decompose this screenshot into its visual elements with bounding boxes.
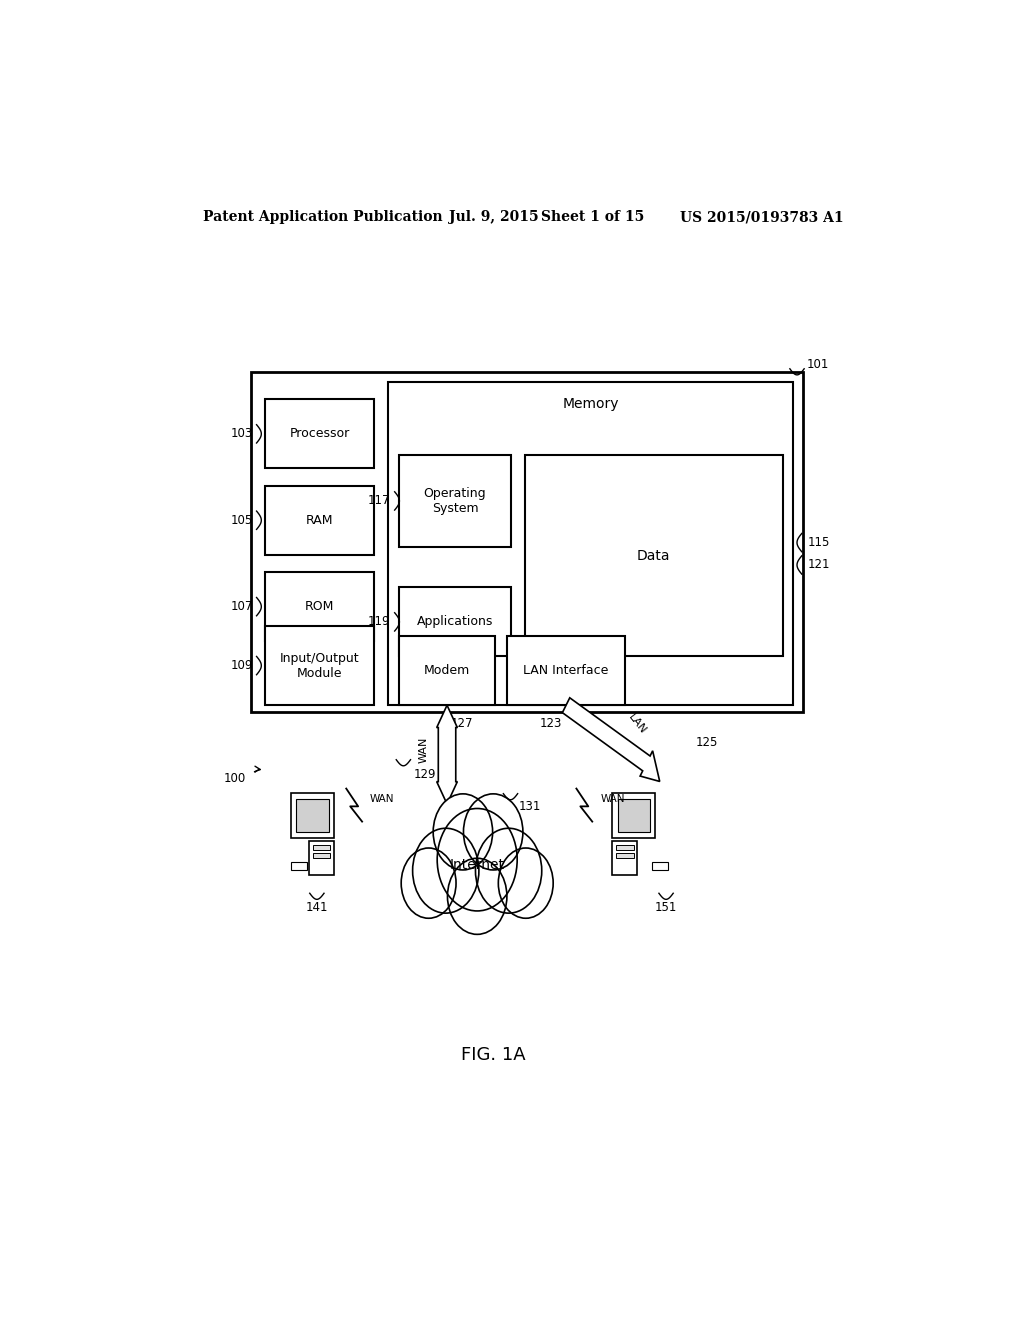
Text: Jul. 9, 2015: Jul. 9, 2015 [450,210,539,224]
Bar [312,845,331,850]
Circle shape [433,793,493,870]
Text: US 2015/0193783 A1: US 2015/0193783 A1 [680,210,843,224]
Text: 121: 121 [808,558,830,572]
Bar [291,792,334,838]
Text: WAN: WAN [418,737,428,763]
Circle shape [401,847,456,919]
Text: 117: 117 [368,495,390,507]
Text: Applications: Applications [417,615,494,628]
Bar [296,800,329,832]
Text: Internet: Internet [450,858,505,871]
Bar [265,626,374,705]
Text: Operating
System: Operating System [424,487,486,515]
Text: 107: 107 [230,601,253,612]
Bar [291,862,307,870]
Circle shape [499,847,553,919]
Text: 129: 129 [414,768,436,781]
Text: 101: 101 [807,358,828,371]
Text: Memory: Memory [562,397,618,412]
Text: 125: 125 [695,737,718,750]
Bar [612,841,638,875]
Bar [265,399,374,469]
Bar [507,636,625,705]
Text: Processor: Processor [290,428,350,441]
Circle shape [447,858,507,935]
Bar [312,853,331,858]
Text: 115: 115 [808,536,830,549]
Text: 103: 103 [230,428,253,441]
Text: ROM: ROM [305,601,335,612]
Bar [265,572,374,642]
Text: 123: 123 [540,717,562,730]
Text: Patent Application Publication: Patent Application Publication [204,210,443,224]
Text: 127: 127 [451,717,473,730]
Bar [309,841,334,875]
Text: Modem: Modem [424,664,470,677]
Text: LAN Interface: LAN Interface [523,664,608,677]
Circle shape [437,808,517,911]
Text: 105: 105 [230,513,253,527]
Bar [399,587,511,656]
Text: FIG. 1A: FIG. 1A [461,1045,525,1064]
Bar [524,455,782,656]
Bar [616,845,634,850]
Bar [388,381,793,705]
Polygon shape [436,705,458,804]
Bar [251,372,803,713]
Text: 131: 131 [518,800,541,813]
Bar [399,455,511,546]
Circle shape [464,793,523,870]
Text: WAN: WAN [600,793,625,804]
Polygon shape [562,698,659,781]
Text: 141: 141 [305,902,328,913]
Bar [265,486,374,554]
Bar [652,862,668,870]
Text: 109: 109 [230,659,253,672]
Circle shape [475,828,542,913]
Circle shape [413,828,479,913]
Text: Sheet 1 of 15: Sheet 1 of 15 [541,210,644,224]
Text: RAM: RAM [306,513,334,527]
Text: LAN: LAN [626,711,647,737]
Text: Input/Output
Module: Input/Output Module [280,652,359,680]
Bar [399,636,495,705]
Text: WAN: WAN [370,793,394,804]
Text: 100: 100 [223,772,246,785]
Text: 151: 151 [655,902,677,913]
Bar [612,792,655,838]
Text: Data: Data [637,549,671,562]
Bar [616,853,634,858]
Bar [617,800,650,832]
Text: 119: 119 [368,615,390,628]
